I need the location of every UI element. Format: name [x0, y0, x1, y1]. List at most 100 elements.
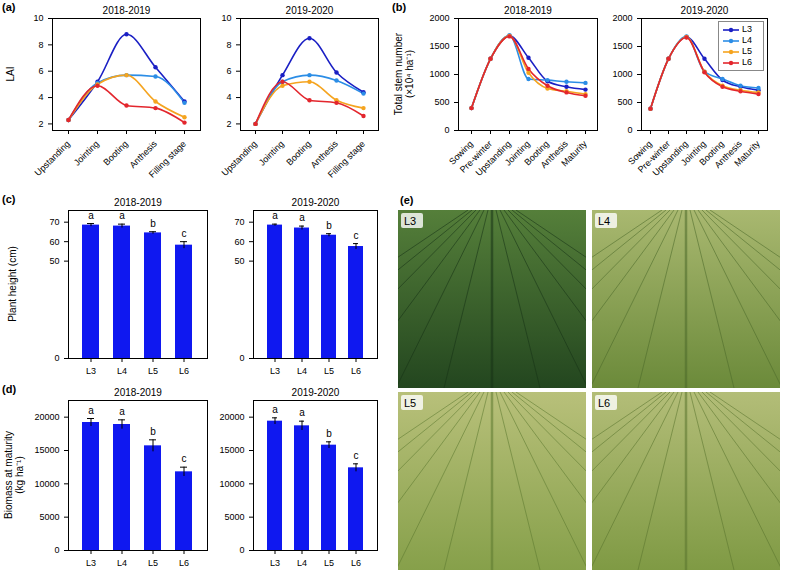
svg-text:L6: L6 [351, 366, 361, 376]
svg-text:Filling stage: Filling stage [326, 139, 367, 180]
svg-text:L5: L5 [404, 397, 416, 409]
svg-text:L3: L3 [86, 366, 96, 376]
svg-text:1000: 1000 [429, 69, 449, 79]
svg-text:L6: L6 [179, 366, 189, 376]
svg-text:L6: L6 [179, 558, 189, 568]
svg-text:2018-2019: 2018-2019 [114, 197, 162, 208]
svg-text:15000: 15000 [219, 445, 244, 455]
svg-text:b: b [150, 218, 156, 229]
svg-text:60: 60 [234, 237, 244, 247]
svg-text:8: 8 [38, 40, 43, 50]
svg-text:2018-2019: 2018-2019 [114, 387, 162, 398]
svg-text:10: 10 [33, 13, 43, 23]
svg-text:L3: L3 [404, 215, 416, 227]
svg-text:L6: L6 [351, 558, 361, 568]
svg-text:50: 50 [234, 256, 244, 266]
svg-text:0: 0 [444, 125, 449, 135]
svg-text:Booting: Booting [101, 139, 130, 168]
svg-text:10000: 10000 [219, 479, 244, 489]
svg-text:2018-2019: 2018-2019 [103, 5, 151, 16]
svg-text:0: 0 [239, 545, 244, 555]
svg-text:10000: 10000 [34, 479, 59, 489]
svg-text:L4: L4 [297, 366, 307, 376]
svg-text:20000: 20000 [34, 412, 59, 422]
svg-text:6: 6 [226, 66, 231, 76]
svg-text:Pre-winter: Pre-winter [457, 138, 494, 175]
svg-text:b: b [326, 220, 332, 231]
svg-text:L3: L3 [86, 558, 96, 568]
svg-text:10: 10 [221, 13, 231, 23]
svg-text:L6: L6 [598, 397, 610, 409]
svg-text:Pre-winter: Pre-winter [635, 138, 672, 175]
svg-text:Anthesis: Anthesis [538, 138, 570, 171]
svg-text:0: 0 [54, 545, 59, 555]
svg-text:b: b [150, 426, 156, 437]
svg-text:15000: 15000 [34, 445, 59, 455]
svg-text:L5: L5 [148, 558, 158, 568]
svg-text:L4: L4 [117, 558, 127, 568]
svg-text:a: a [272, 404, 278, 415]
svg-text:a: a [88, 210, 94, 221]
svg-text:Jointing: Jointing [502, 138, 532, 168]
svg-text:Filling stage: Filling stage [147, 139, 188, 180]
svg-text:c: c [182, 453, 187, 464]
svg-text:6: 6 [38, 66, 43, 76]
svg-text:L4: L4 [598, 215, 610, 227]
svg-text:L5: L5 [324, 366, 334, 376]
svg-text:8: 8 [226, 40, 231, 50]
svg-text:a: a [299, 212, 305, 223]
svg-text:0: 0 [54, 353, 59, 363]
svg-text:L5: L5 [148, 366, 158, 376]
svg-text:0: 0 [627, 125, 632, 135]
svg-text:Upstanding: Upstanding [650, 138, 690, 178]
svg-text:L3: L3 [270, 558, 280, 568]
svg-text:Anthesis: Anthesis [712, 138, 744, 171]
svg-text:2019-2020: 2019-2020 [292, 197, 340, 208]
svg-text:2000: 2000 [429, 13, 449, 23]
svg-text:c: c [354, 230, 359, 241]
svg-text:1000: 1000 [612, 69, 632, 79]
svg-text:Upstanding: Upstanding [473, 138, 513, 178]
svg-text:2019-2020: 2019-2020 [292, 387, 340, 398]
svg-text:2019-2020: 2019-2020 [286, 5, 334, 16]
svg-text:a: a [119, 210, 125, 221]
svg-text:500: 500 [617, 97, 632, 107]
svg-text:70: 70 [49, 217, 59, 227]
svg-text:Jointing: Jointing [257, 139, 286, 168]
svg-text:4: 4 [226, 92, 231, 102]
svg-text:4: 4 [38, 92, 43, 102]
svg-text:60: 60 [49, 237, 59, 247]
svg-text:50: 50 [49, 256, 59, 266]
svg-text:1500: 1500 [612, 41, 632, 51]
svg-text:1500: 1500 [429, 41, 449, 51]
svg-text:Anthesis: Anthesis [308, 138, 340, 171]
svg-text:Upstanding: Upstanding [220, 139, 259, 178]
svg-text:Anthesis: Anthesis [127, 138, 159, 171]
svg-text:2: 2 [38, 119, 43, 129]
svg-text:L3: L3 [270, 366, 280, 376]
svg-text:70: 70 [234, 217, 244, 227]
svg-text:c: c [354, 450, 359, 461]
svg-text:a: a [119, 406, 125, 417]
svg-text:Upstanding: Upstanding [33, 139, 72, 178]
svg-text:2000: 2000 [612, 13, 632, 23]
svg-text:a: a [88, 405, 94, 416]
svg-text:c: c [182, 228, 187, 239]
svg-text:L5: L5 [324, 558, 334, 568]
svg-text:a: a [299, 407, 305, 418]
svg-text:500: 500 [434, 97, 449, 107]
svg-text:5000: 5000 [224, 512, 244, 522]
svg-text:2: 2 [226, 119, 231, 129]
svg-text:0: 0 [239, 353, 244, 363]
svg-text:L4: L4 [117, 366, 127, 376]
svg-text:Maturity: Maturity [732, 138, 762, 168]
svg-text:2018-2019: 2018-2019 [504, 5, 552, 16]
svg-text:Jointing: Jointing [72, 139, 101, 168]
svg-text:20000: 20000 [219, 412, 244, 422]
svg-text:2019-2020: 2019-2020 [681, 5, 729, 16]
svg-text:L4: L4 [297, 558, 307, 568]
svg-text:a: a [272, 210, 278, 221]
svg-text:Maturity: Maturity [559, 138, 589, 168]
svg-text:b: b [326, 428, 332, 439]
svg-text:5000: 5000 [39, 512, 59, 522]
